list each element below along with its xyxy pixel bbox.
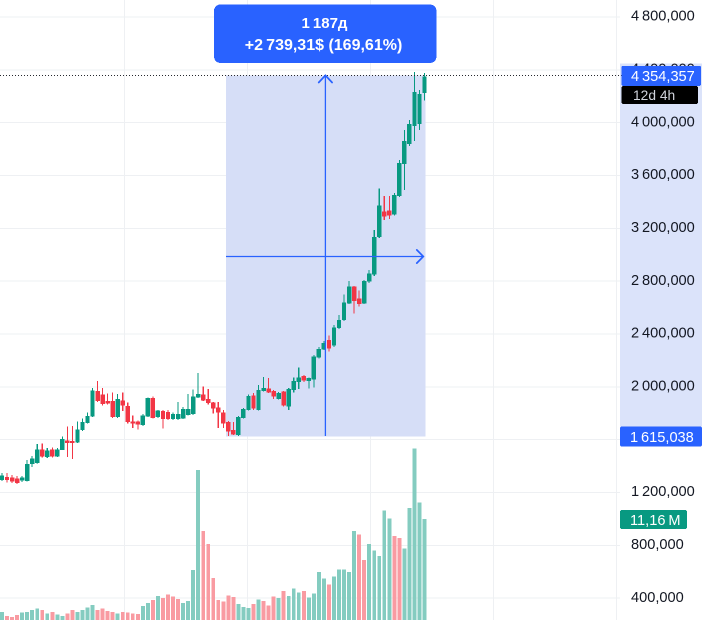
svg-text:4 000,000: 4 000,000 [631,114,695,130]
svg-text:4 800,000: 4 800,000 [631,9,695,25]
svg-text:11,16 M: 11,16 M [630,513,681,529]
svg-text:1 615,038: 1 615,038 [630,430,694,446]
svg-text:12d 4h: 12d 4h [633,88,675,103]
svg-text:+2 739,31$ (169,61%): +2 739,31$ (169,61%) [245,37,403,54]
svg-text:400,000: 400,000 [631,590,684,606]
svg-text:2 800,000: 2 800,000 [631,273,695,289]
svg-text:3 200,000: 3 200,000 [631,220,695,236]
svg-text:4 354,357: 4 354,357 [631,69,695,85]
svg-text:2 400,000: 2 400,000 [631,326,695,342]
svg-text:1 187д: 1 187д [302,15,348,32]
svg-text:3 600,000: 3 600,000 [631,167,695,183]
svg-text:800,000: 800,000 [631,537,684,553]
svg-text:2 000,000: 2 000,000 [631,379,695,395]
svg-text:1 200,000: 1 200,000 [631,484,695,500]
